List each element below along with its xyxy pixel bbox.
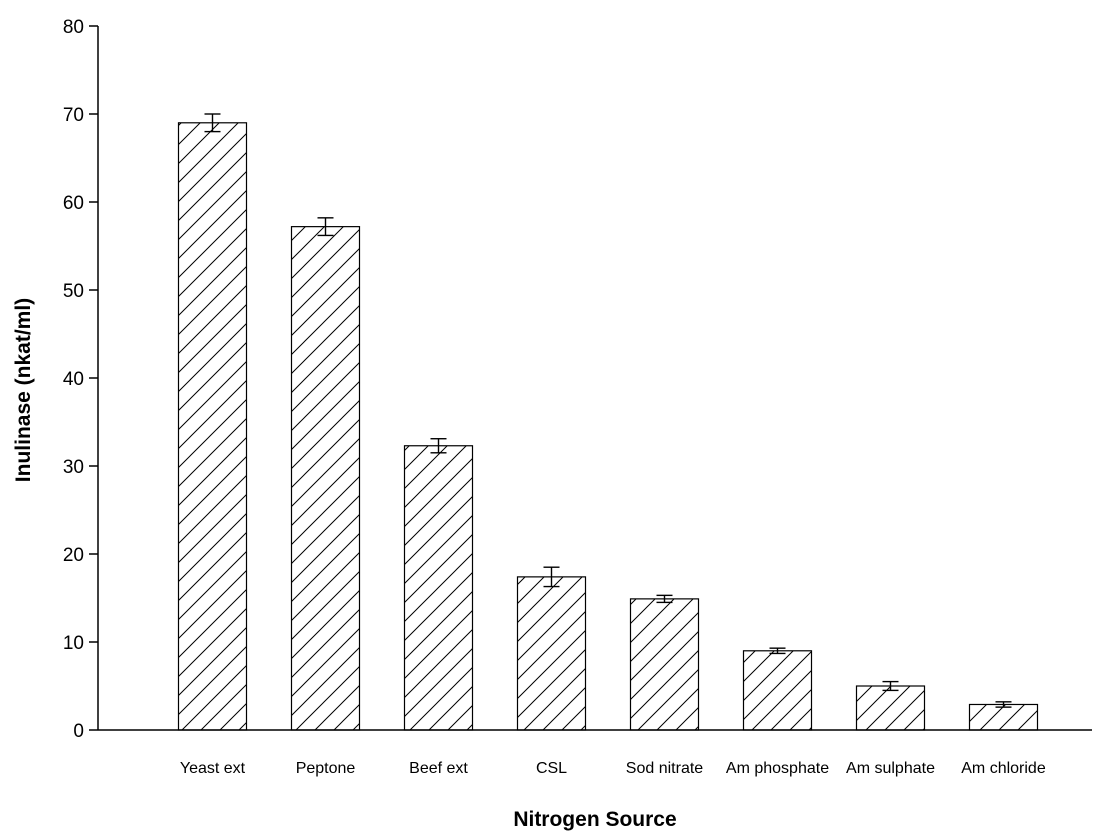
x-category-label: Peptone bbox=[296, 760, 356, 777]
y-tick-label: 40 bbox=[63, 369, 84, 390]
x-axis-category-labels: Yeast ext Peptone Beef ext CSL Sod nitrate Am… bbox=[180, 760, 1046, 777]
error-bar bbox=[317, 217, 334, 237]
x-category-label: CSL bbox=[536, 760, 567, 777]
bar-peptone bbox=[290, 226, 361, 731]
y-axis-title: Inulinase (nkat/ml) bbox=[12, 298, 35, 482]
y-tick-label: 80 bbox=[63, 17, 84, 38]
bar-yeast-ext bbox=[177, 122, 248, 731]
bars bbox=[177, 122, 1039, 731]
x-category-label: Yeast ext bbox=[180, 760, 246, 777]
x-category-label: Am phosphate bbox=[726, 760, 829, 777]
bar-am-sulphate bbox=[855, 685, 926, 731]
error-bar bbox=[543, 566, 560, 588]
y-tick-label: 70 bbox=[63, 105, 84, 126]
x-category-label: Sod nitrate bbox=[626, 760, 703, 777]
error-bar bbox=[995, 701, 1012, 708]
x-category-label: Am chloride bbox=[961, 760, 1046, 777]
error-bar bbox=[882, 680, 899, 692]
y-tick-label: 20 bbox=[63, 545, 84, 566]
x-axis-title: Nitrogen Source bbox=[513, 808, 676, 831]
bar-csl bbox=[516, 576, 587, 731]
bar-sod-nitrate bbox=[629, 598, 700, 731]
y-tick-label: 50 bbox=[63, 281, 84, 302]
x-category-label: Beef ext bbox=[409, 760, 468, 777]
y-tick-label: 10 bbox=[63, 633, 84, 654]
x-category-label: Am sulphate bbox=[846, 760, 935, 777]
error-bar bbox=[769, 647, 786, 655]
bar-am-phosphate bbox=[742, 650, 813, 731]
y-tick-label: 0 bbox=[73, 721, 84, 742]
error-bar bbox=[204, 113, 221, 133]
error-bar bbox=[430, 438, 447, 454]
y-tick-label: 30 bbox=[63, 457, 84, 478]
bar-am-chloride bbox=[968, 703, 1039, 731]
y-tick-label: 60 bbox=[63, 193, 84, 214]
error-bar bbox=[656, 594, 673, 604]
y-axis-ticks: 0 10 20 30 40 50 60 70 80 bbox=[63, 17, 98, 742]
plot-area bbox=[177, 113, 1039, 731]
bar-beef-ext bbox=[403, 445, 474, 731]
error-bars bbox=[204, 113, 1012, 708]
